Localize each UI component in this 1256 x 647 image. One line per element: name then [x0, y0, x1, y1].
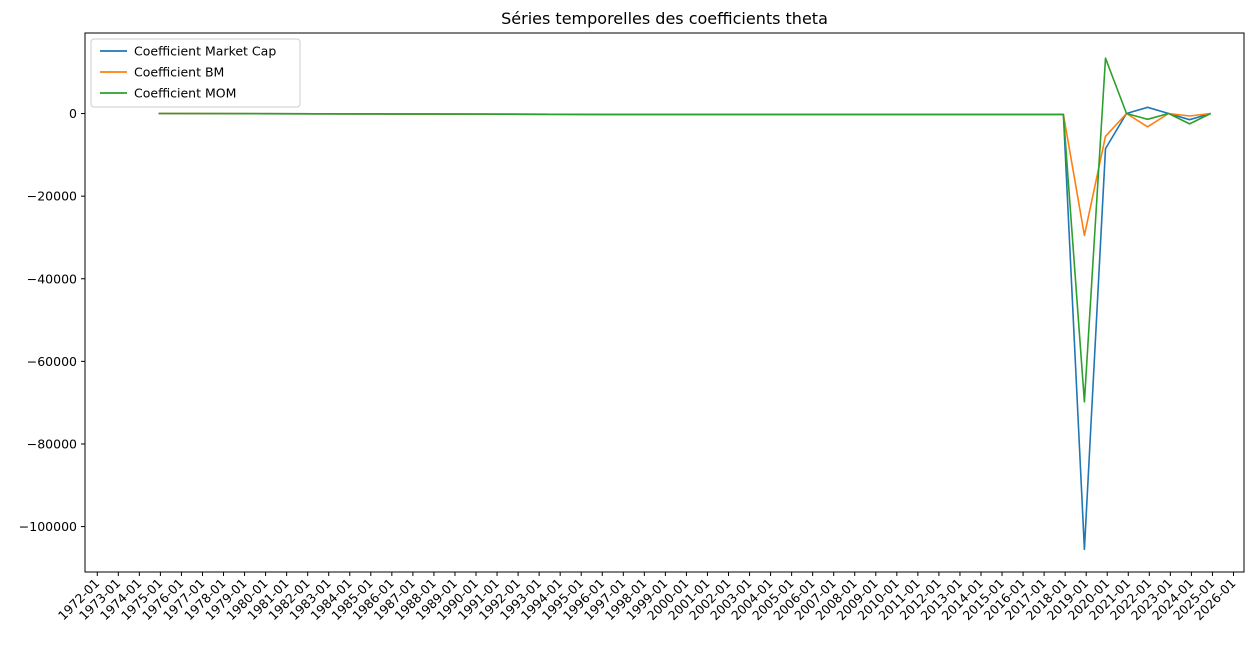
y-tick-label: −20000: [27, 189, 77, 204]
y-tick-label: −40000: [27, 271, 77, 286]
y-tick-label: 0: [69, 106, 77, 121]
chart-title: Séries temporelles des coefficients thet…: [501, 9, 828, 28]
plot-lines: [158, 57, 1212, 551]
y-tick-label: −80000: [27, 436, 77, 451]
legend-box: [90, 38, 301, 108]
y-axis: 0 −20000 −40000 −60000 −80000 −100000: [19, 106, 85, 534]
y-tick-label: −60000: [27, 354, 77, 369]
legend-label: Coefficient Market Cap: [134, 44, 276, 59]
series-line-2: [158, 57, 1212, 403]
plot-frame: [84, 32, 1245, 573]
series-line-0: [158, 106, 1211, 551]
legend-label: Coefficient BM: [134, 65, 224, 80]
y-tick-label: −100000: [19, 519, 77, 534]
legend-label: Coefficient MOM: [134, 86, 236, 101]
legend: Coefficient Market Cap Coefficient BM Coef…: [90, 38, 301, 108]
x-axis: 1972-011973-011974-011975-011976-011977-…: [55, 572, 1239, 623]
series-line-1: [158, 112, 1211, 237]
